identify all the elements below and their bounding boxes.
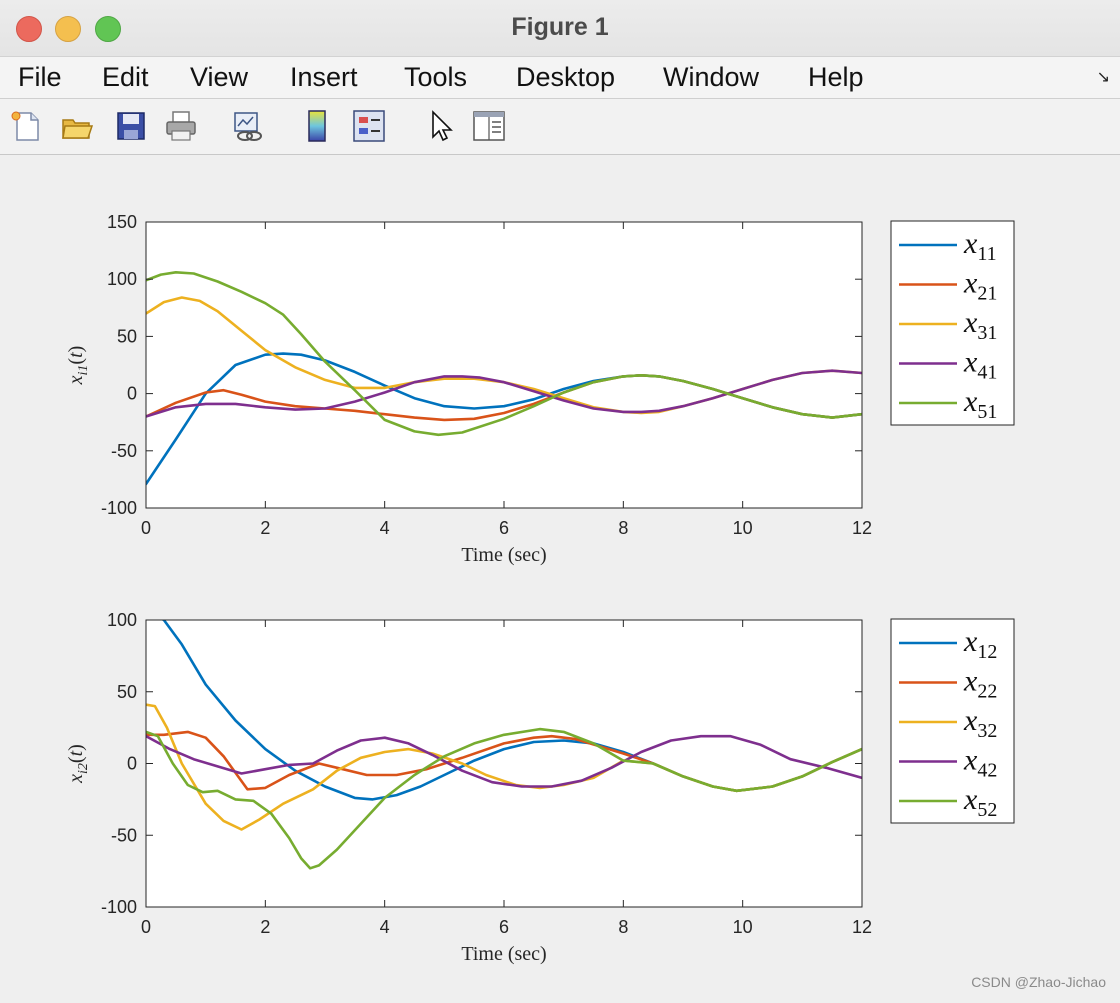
legend-label-x51: x51 (963, 385, 997, 423)
x-tick-label: 12 (852, 518, 872, 538)
y-tick-label: 50 (117, 326, 137, 346)
y-tick-label: -100 (101, 498, 137, 518)
legend-label-x41: x41 (963, 346, 997, 384)
legend-label-x22: x22 (963, 665, 997, 703)
y-tick-label: -50 (111, 441, 137, 461)
legend-label-x32: x32 (963, 704, 997, 742)
chart-1: 0 2 4 6 8 10 12 -100 -50 0 50 100 150 Time (sec) xi1(t… (65, 212, 1015, 566)
x-tick-label: 4 (380, 518, 390, 538)
y-axis-label: xi1(t) (65, 346, 91, 386)
x-tick-label: 8 (618, 518, 628, 538)
property-inspector-icon[interactable] (472, 109, 506, 143)
legend-label-x21: x21 (963, 267, 997, 305)
legend-icon[interactable] (352, 109, 386, 143)
toolbar (0, 99, 1120, 155)
y-tick-label: 0 (127, 384, 137, 404)
menu-window[interactable]: Window (663, 62, 760, 92)
new-figure-icon[interactable] (9, 109, 43, 143)
y-tick-label: 100 (107, 610, 137, 630)
colorbar-icon[interactable] (301, 109, 335, 143)
link-plot-icon[interactable] (231, 109, 265, 143)
series-line-x51 (146, 271, 862, 437)
x-tick-label: 10 (733, 917, 753, 937)
y-axis-label: xi2(t) (65, 744, 91, 784)
y-tick-label: 0 (127, 754, 137, 774)
minimize-window-button[interactable] (55, 16, 81, 42)
x-tick-label: 10 (733, 518, 753, 538)
open-file-icon[interactable] (60, 109, 94, 143)
legend-label-x42: x42 (963, 744, 997, 782)
menu-bar: File Edit View Insert Tools Desktop Wind… (0, 57, 1120, 99)
plot-background (146, 620, 862, 907)
menu-edit[interactable]: Edit (102, 62, 149, 92)
series-line-x52 (146, 727, 862, 870)
title-bar: Figure 1 (0, 0, 1120, 57)
legend-label-x52: x52 (963, 783, 997, 821)
legend-label-x11: x11 (963, 227, 997, 265)
menu-file[interactable]: File (18, 62, 62, 92)
x-tick-label: 4 (380, 917, 390, 937)
menu-insert[interactable]: Insert (290, 62, 358, 92)
x-tick-label: 2 (260, 917, 270, 937)
y-tick-label: 50 (117, 682, 137, 702)
window-title: Figure 1 (511, 13, 609, 41)
x-tick-label: 8 (618, 917, 628, 937)
series-line-x41 (146, 369, 862, 418)
x-tick-label: 6 (499, 518, 509, 538)
y-tick-label: -100 (101, 897, 137, 917)
x-tick-label: 0 (141, 917, 151, 937)
print-icon[interactable] (164, 109, 198, 143)
plot-area: 0 2 4 6 8 10 12 -100 -50 0 50 100 150 Time (sec) xi1(t… (0, 155, 1120, 998)
dock-arrow-icon[interactable]: ↘ (1096, 69, 1110, 86)
x-tick-label: 6 (499, 917, 509, 937)
pointer-icon[interactable] (424, 109, 458, 143)
plot-background (146, 222, 862, 508)
save-icon[interactable] (114, 109, 148, 143)
x-tick-label: 0 (141, 518, 151, 538)
menu-help[interactable]: Help (808, 62, 864, 92)
menu-view[interactable]: View (190, 62, 249, 92)
close-window-button[interactable] (16, 16, 42, 42)
legend-label-x31: x31 (963, 306, 997, 344)
legend-label-x12: x12 (963, 625, 997, 663)
chart-2: 0 2 4 6 8 10 12 -100 -50 0 50 100 Time (sec) xi2(t) x1… (65, 610, 1015, 965)
x-axis-label: Time (sec) (461, 943, 546, 965)
y-tick-label: 100 (107, 269, 137, 289)
x-tick-label: 12 (852, 917, 872, 937)
x-axis-label: Time (sec) (461, 544, 546, 566)
menu-desktop[interactable]: Desktop (516, 62, 616, 92)
watermark: CSDN @Zhao-Jichao (971, 974, 1106, 990)
y-tick-label: 150 (107, 212, 137, 232)
series-line-x42 (146, 734, 862, 788)
y-tick-label: -50 (111, 825, 137, 845)
x-tick-label: 2 (260, 518, 270, 538)
maximize-window-button[interactable] (95, 16, 121, 42)
menu-tools[interactable]: Tools (404, 62, 468, 92)
